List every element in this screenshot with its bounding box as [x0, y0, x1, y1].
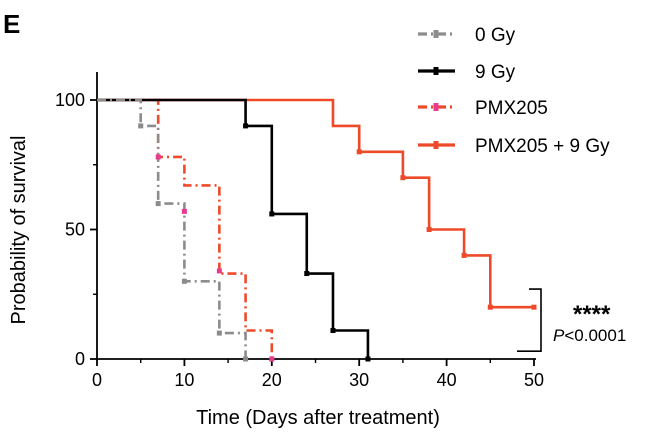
x-tick-label: 0 [92, 370, 102, 390]
p-value-label: P<0.0001 [553, 326, 626, 345]
censor-marker [365, 356, 371, 362]
censor-marker [269, 356, 275, 362]
x-tick-label: 50 [524, 370, 544, 390]
legend-label: 0 Gy [475, 25, 516, 46]
censor-marker [181, 278, 187, 284]
x-tick-label: 20 [262, 370, 282, 390]
censor-marker [138, 123, 144, 129]
y-tick-label: 0 [75, 349, 85, 369]
censor-marker [461, 252, 467, 258]
censor-marker [269, 211, 275, 217]
panel-letter: E [3, 9, 20, 39]
series-line [97, 98, 247, 359]
legend-marker [433, 103, 439, 111]
series-line [97, 98, 370, 359]
censor-marker [216, 268, 222, 274]
y-axis-title: Probability of survival [8, 136, 30, 325]
legend-marker [433, 141, 439, 149]
censor-marker [243, 356, 249, 362]
series-line [97, 98, 534, 309]
censor-marker [155, 154, 161, 160]
censor-marker [304, 271, 310, 277]
legend: 0 Gy 9 Gy PMX205 PMX205 + 9 Gy [418, 25, 610, 157]
p-value-prefix: P [553, 326, 565, 345]
series-layer [97, 98, 534, 359]
censor-marker [487, 304, 493, 310]
significance-annotation: **** P<0.0001 [517, 288, 626, 353]
censor-markers [138, 123, 537, 362]
x-tick-label: 10 [174, 370, 194, 390]
significance-stars: **** [573, 301, 611, 328]
censor-marker [155, 201, 161, 207]
censor-marker [400, 175, 406, 181]
censor-marker [356, 149, 362, 155]
axes: 0 10 20 30 40 50 0 50 100 [55, 72, 544, 390]
x-tick-label: 40 [437, 370, 457, 390]
legend-marker [433, 30, 439, 38]
legend-label: PMX205 [475, 98, 548, 119]
censor-marker [181, 208, 187, 214]
censor-marker [531, 304, 537, 310]
x-axis-title: Time (Days after treatment) [196, 407, 440, 429]
censor-marker [216, 330, 222, 336]
legend-label: PMX205 + 9 Gy [475, 136, 610, 157]
y-tick-label: 50 [65, 220, 85, 240]
p-value: <0.0001 [564, 326, 626, 345]
y-tick-label: 100 [55, 90, 85, 110]
legend-marker [433, 67, 439, 75]
x-tick-label: 30 [349, 370, 369, 390]
legend-label: 9 Gy [475, 62, 516, 83]
censor-marker [426, 227, 432, 232]
censor-marker [243, 123, 249, 129]
censor-marker [330, 328, 336, 334]
significance-bracket [517, 288, 542, 353]
